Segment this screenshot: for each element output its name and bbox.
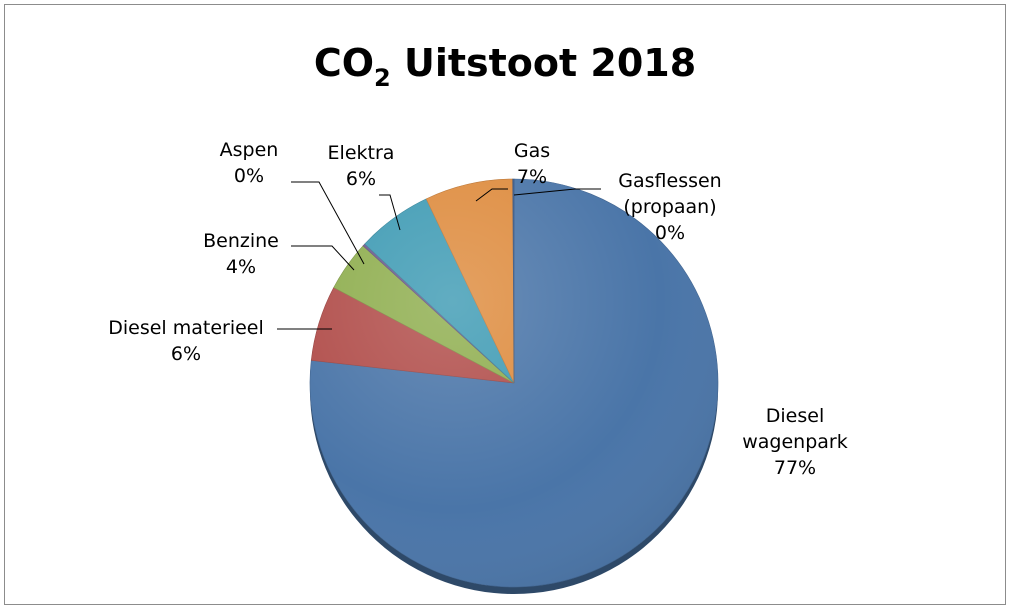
data-label-value: 6% xyxy=(171,343,201,365)
pie-labels: Diesel wagenpark 77% Diesel materieel 6% Benz… xyxy=(108,139,848,479)
data-label-diesel-materieel: Diesel materieel 6% xyxy=(108,317,264,365)
chart-title-subscript: 2 xyxy=(374,64,391,92)
pie-leader-lines xyxy=(277,181,601,330)
chart-title-prefix: CO xyxy=(314,41,374,85)
data-label-value: 77% xyxy=(774,457,816,479)
data-label-name: Elektra xyxy=(328,142,395,164)
leader-line-elektra xyxy=(379,194,401,231)
data-label-value: 0% xyxy=(655,222,685,244)
data-label-value: 7% xyxy=(517,166,547,188)
leader-line-gasflessen-propaan xyxy=(513,188,601,196)
data-label-benzine: Benzine 4% xyxy=(203,230,279,278)
data-label-name: Aspen xyxy=(220,139,279,161)
chart-title-suffix: Uitstoot 2018 xyxy=(391,41,696,85)
data-label-diesel-wagenpark: Diesel wagenpark 77% xyxy=(742,405,848,479)
data-label-name: Benzine xyxy=(203,230,279,252)
data-label-name: Diesel xyxy=(766,405,824,427)
leader-line-gas xyxy=(475,188,508,202)
data-label-name: wagenpark xyxy=(742,431,848,453)
data-label-aspen: Aspen 0% xyxy=(220,139,279,187)
data-label-elektra: Elektra 6% xyxy=(328,142,395,190)
leader-line-aspen xyxy=(291,181,365,265)
pie-chart: CO2 Uitstoot 2018 Diesel wagenpark 77%Dies… xyxy=(108,41,848,594)
chart-title: CO2 Uitstoot 2018 xyxy=(314,41,696,92)
data-label-value: 0% xyxy=(234,165,264,187)
data-label-value: 6% xyxy=(346,168,376,190)
data-label-name: Gas xyxy=(514,140,550,162)
data-label-gas: Gas 7% xyxy=(514,140,550,188)
data-label-name: Diesel materieel xyxy=(108,317,264,339)
data-label-value: 4% xyxy=(226,256,256,278)
chart-frame: CO2 Uitstoot 2018 Diesel wagenpark 77% Dies… xyxy=(4,4,1006,605)
data-label-name: (propaan) xyxy=(623,196,716,218)
data-label-gasflessen-propaan: Gasflessen (propaan) 0% xyxy=(618,170,721,244)
leader-line-benzine xyxy=(291,245,355,271)
data-label-name: Gasflessen xyxy=(618,170,721,192)
